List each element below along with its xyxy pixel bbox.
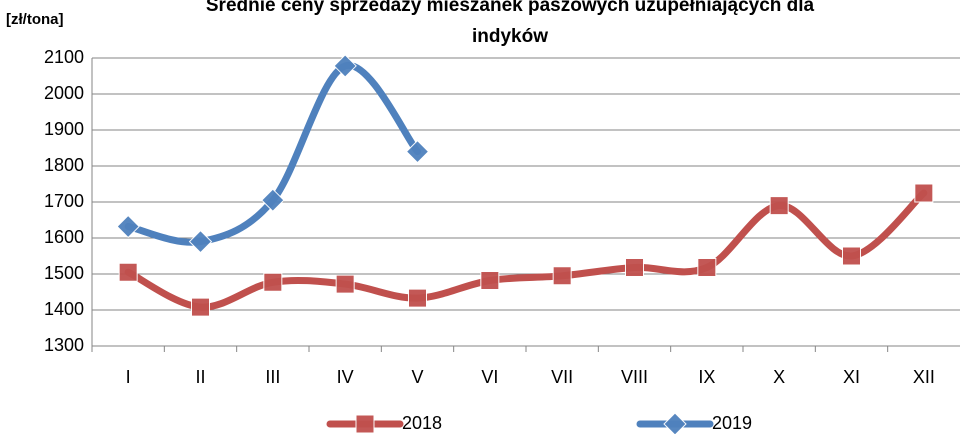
x-tick-label: VIII (621, 367, 648, 387)
point (263, 272, 283, 292)
y-tick-label: 2000 (44, 83, 84, 103)
point (405, 139, 430, 164)
x-tick-label: X (773, 367, 785, 387)
point (188, 229, 213, 254)
point (408, 288, 427, 308)
y-tick-label: 1300 (44, 335, 84, 355)
y-tick-label: 1900 (44, 119, 84, 139)
x-tick-label: IV (337, 367, 354, 387)
x-tick-label: XII (913, 367, 935, 387)
y-axis-label: [zł/tona] (6, 11, 64, 28)
point (769, 196, 789, 216)
y-tick-label: 1600 (44, 227, 84, 247)
point (697, 258, 717, 278)
point (118, 262, 138, 282)
point (842, 246, 861, 266)
point (552, 266, 572, 286)
legend-marker (355, 414, 375, 434)
series-line (124, 62, 421, 246)
y-tick-label: 1400 (44, 299, 84, 319)
y-tick-label: 2100 (44, 47, 84, 67)
x-tick-label: VII (551, 367, 573, 387)
legend-label: 2018 (402, 413, 442, 433)
y-tick-label: 1700 (44, 191, 84, 211)
x-tick-label: IX (698, 367, 715, 387)
legend-marker (663, 412, 687, 434)
y-tick-label: 1800 (44, 155, 84, 175)
x-tick-label: II (195, 367, 205, 387)
chart-title: Średnie ceny sprzedaży mieszanek paszowy… (205, 0, 815, 47)
series-line (124, 189, 928, 311)
point (480, 270, 500, 290)
y-tick-label: 1500 (44, 263, 84, 283)
point (914, 183, 934, 203)
x-tick-label: VI (481, 367, 498, 387)
x-tick-label: XI (843, 367, 860, 387)
x-tick-label: I (126, 367, 131, 387)
point (333, 54, 357, 78)
point (191, 297, 210, 317)
legend-label: 2019 (712, 413, 752, 433)
point (625, 258, 644, 278)
x-tick-label: III (265, 367, 280, 387)
point (335, 274, 355, 294)
point (261, 188, 285, 212)
point (116, 214, 140, 239)
x-tick-label: V (411, 367, 423, 387)
